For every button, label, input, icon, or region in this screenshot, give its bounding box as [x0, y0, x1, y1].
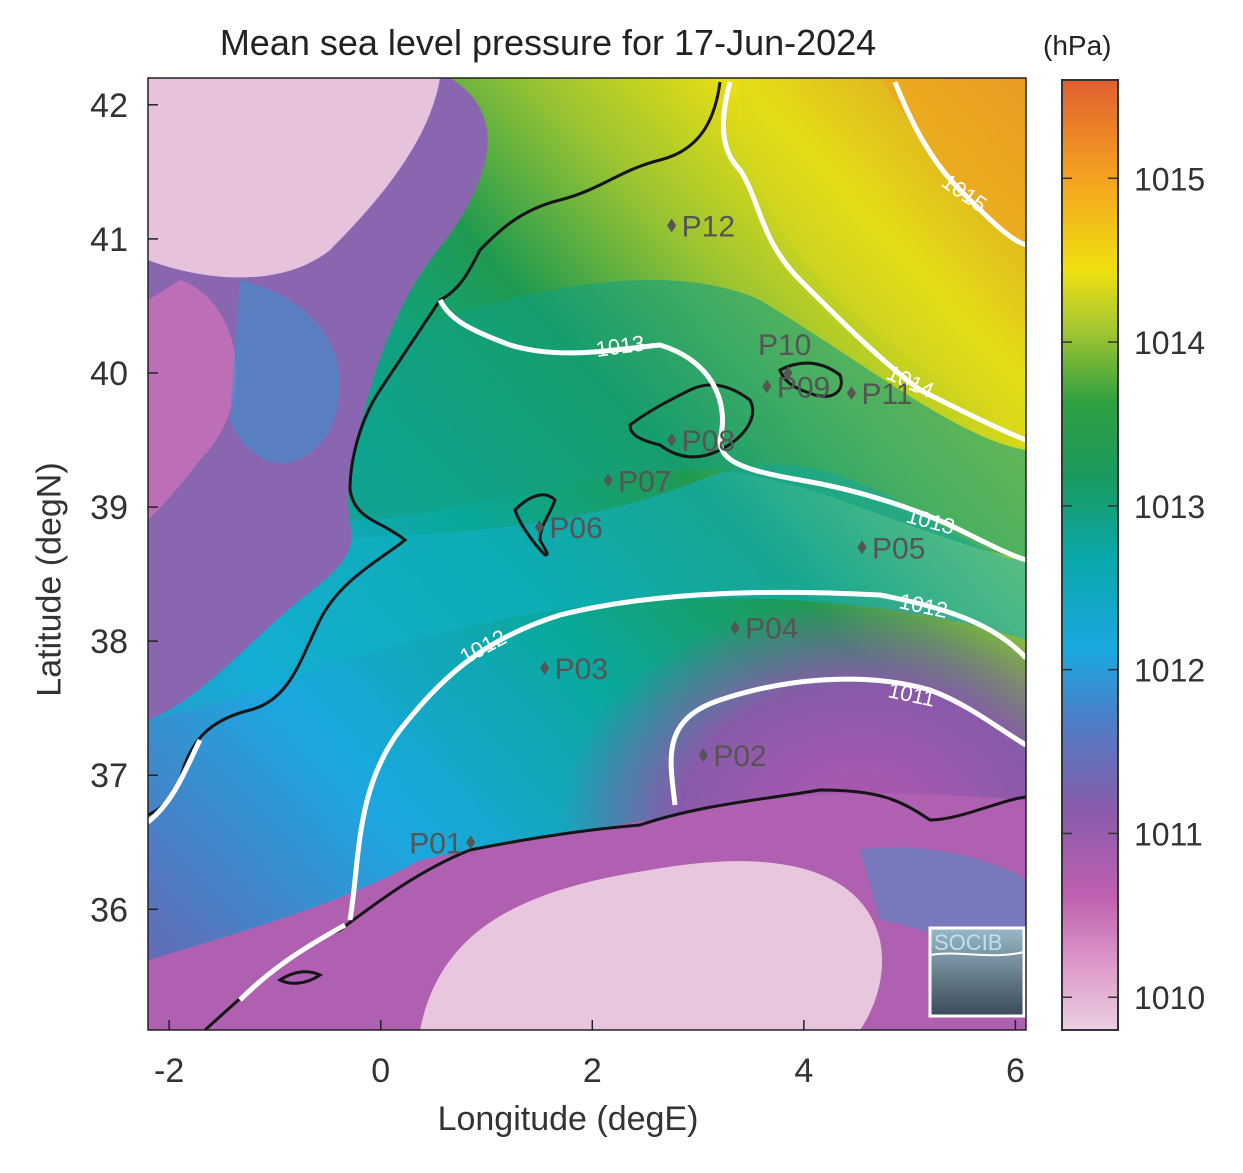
- ibiza-coast: [513, 493, 557, 557]
- y-tick-label: 38: [90, 623, 128, 661]
- africa-high-land: [420, 861, 883, 1030]
- y-tick-label: 36: [90, 891, 128, 929]
- station-markers: P01 P02 P03 P04 P05 P06 P07 P08 P09 P10 P11 P12: [409, 210, 925, 860]
- colorbar-tick-label: 1012: [1134, 653, 1205, 689]
- station-label: P10: [758, 329, 811, 362]
- plot-frame: [147, 77, 1027, 1031]
- station-marker: [857, 540, 867, 555]
- station-label: P02: [713, 740, 766, 773]
- station-marker: [698, 748, 708, 763]
- x-axis-ticks: -2 0 2 4 6: [154, 1020, 1025, 1090]
- iberia-inland: [148, 280, 237, 520]
- menorca-coast: [778, 361, 843, 398]
- station-label: P01: [409, 827, 462, 860]
- logo-text: SOCIB: [934, 930, 1002, 955]
- logo-wave: [929, 951, 1025, 957]
- station-marker: [783, 366, 793, 380]
- station-marker: [667, 218, 677, 233]
- station-label: P08: [682, 425, 735, 458]
- station-label: P11: [861, 378, 912, 411]
- isobar-1013: [437, 298, 1027, 563]
- x-tick-label: 2: [583, 1052, 602, 1090]
- colorbar-tick-label: 1013: [1134, 489, 1205, 525]
- iberia-blue-patch: [230, 280, 340, 463]
- x-tick-label: 4: [794, 1052, 813, 1090]
- station-marker: [762, 379, 772, 394]
- station-marker: [534, 520, 544, 535]
- station-label: P12: [682, 210, 735, 243]
- mallorca-coast: [628, 383, 755, 459]
- y-tick-label: 39: [90, 489, 128, 527]
- isobar-1012-west: [146, 738, 347, 1002]
- chart-title: Mean sea level pressure for 17-Jun-2024: [219, 22, 877, 63]
- map-field: [148, 78, 1026, 1030]
- logo-box: [928, 926, 1026, 1018]
- y-tick-label: 42: [90, 87, 128, 125]
- station-marker: [540, 661, 550, 675]
- station-marker: [667, 433, 677, 447]
- colorbar-tick-label: 1014: [1134, 325, 1205, 361]
- station-label: P06: [549, 512, 602, 545]
- colorbar-unit-label: (hPa): [1043, 30, 1112, 61]
- isobar-1011: [668, 676, 1028, 806]
- station-label: P07: [618, 465, 671, 498]
- station-label: P09: [777, 371, 830, 404]
- station-label: P03: [555, 653, 608, 686]
- isobar-1014: [720, 81, 1027, 443]
- colorbar-ticks: 1010 1011 1012 1013 1014 1015: [1062, 161, 1205, 1016]
- x-tick-label: 6: [1006, 1052, 1025, 1090]
- station-marker: [603, 473, 613, 488]
- y-axis-ticks: 36 37 38 39 40 41 42: [90, 87, 158, 929]
- colorbar: 1010 1011 1012 1013 1014 1015: [1061, 79, 1205, 1031]
- sea-band: [148, 465, 1026, 720]
- station-label: P05: [872, 532, 925, 565]
- x-axis-label: Longitude (degE): [437, 1100, 699, 1138]
- x-tick-label: 0: [371, 1052, 390, 1090]
- station-label: P04: [745, 613, 798, 646]
- station-marker: [846, 386, 857, 401]
- colorbar-tick-label: 1011: [1134, 816, 1203, 852]
- alboran-coast: [277, 970, 323, 985]
- iberia-coast: [147, 81, 722, 817]
- station-marker: [730, 620, 740, 635]
- x-tick-label: -2: [154, 1052, 184, 1090]
- colorbar-gradient: [1061, 79, 1119, 1031]
- socib-logo: SOCIB: [928, 926, 1026, 1018]
- iberia-high-land: [148, 78, 440, 278]
- isobar-1012: [347, 589, 1028, 921]
- y-tick-label: 41: [90, 221, 128, 259]
- y-tick-label: 40: [90, 355, 128, 393]
- colorbar-tick-label: 1015: [1134, 161, 1205, 197]
- y-tick-label: 37: [90, 757, 128, 795]
- colorbar-tick-label: 1010: [1134, 980, 1205, 1016]
- high-pressure-core: [880, 78, 1026, 250]
- isobar-1015: [892, 81, 1027, 248]
- isobars: [146, 81, 1028, 1002]
- station-marker: [466, 835, 476, 850]
